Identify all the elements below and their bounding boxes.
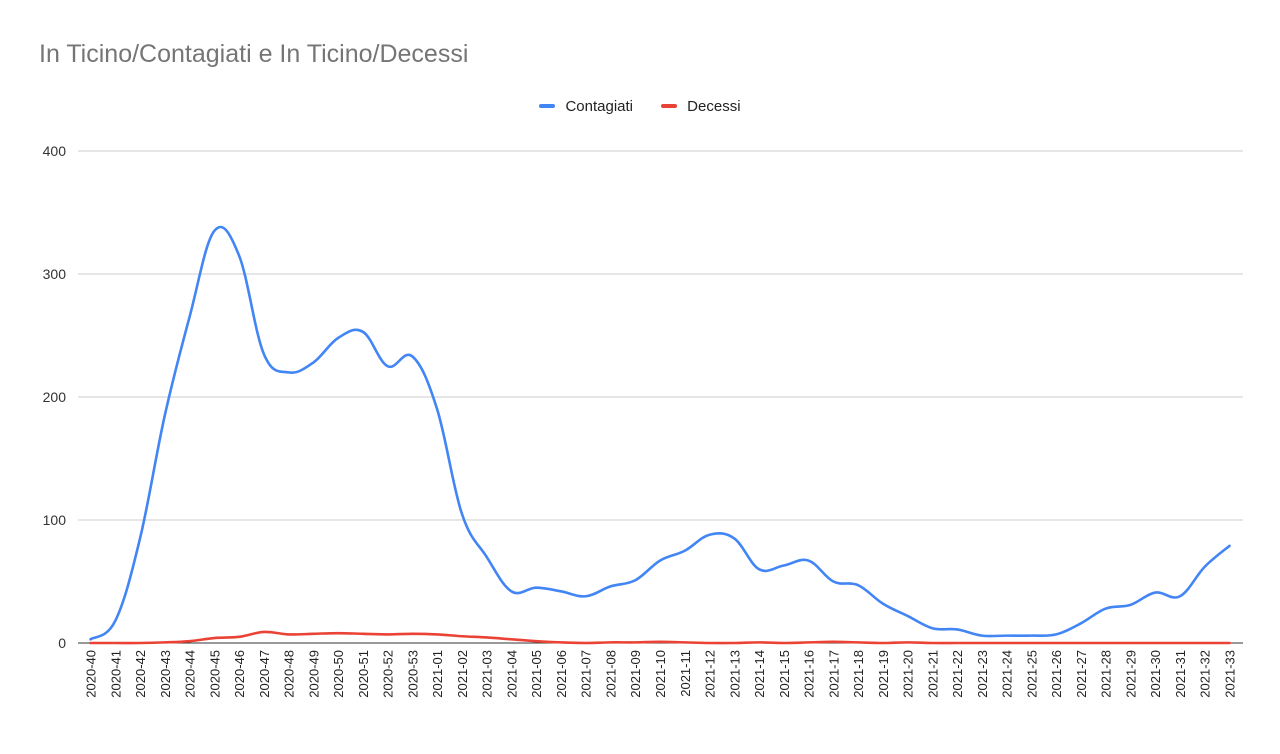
x-tick-label: 2021-06 — [554, 650, 569, 698]
x-tick-label: 2021-18 — [851, 650, 866, 698]
x-tick-label: 2021-17 — [826, 650, 841, 698]
chart-legend: Contagiati Decessi — [0, 95, 1280, 115]
x-tick-label: 2021-27 — [1074, 650, 1089, 698]
x-tick-label: 2020-53 — [405, 650, 420, 698]
x-tick-label: 2021-02 — [455, 650, 470, 698]
legend-label-contagiati: Contagiati — [565, 97, 633, 115]
x-tick-label: 2021-23 — [975, 650, 990, 698]
x-tick-label: 2021-22 — [950, 650, 965, 698]
x-tick-label: 2021-12 — [703, 650, 718, 698]
x-tick-label: 2021-03 — [480, 650, 495, 698]
x-tick-label: 2021-29 — [1123, 650, 1138, 698]
x-tick-label: 2020-49 — [306, 650, 321, 698]
chart-title: In Ticino/Contagiati e In Ticino/Decessi — [39, 40, 469, 68]
x-tick-label: 2021-09 — [628, 650, 643, 698]
x-tick-label: 2021-32 — [1198, 650, 1213, 698]
x-tick-label: 2021-13 — [727, 650, 742, 698]
x-tick-label: 2021-07 — [579, 650, 594, 698]
x-tick-label: 2020-50 — [331, 650, 346, 698]
x-tick-label: 2021-10 — [653, 650, 668, 698]
legend-swatch-contagiati — [539, 104, 556, 108]
y-tick-label: 200 — [43, 389, 67, 405]
x-tick-label: 2020-46 — [232, 650, 247, 698]
x-tick-label: 2021-04 — [504, 650, 519, 698]
x-tick-label: 2021-31 — [1173, 650, 1188, 698]
x-tick-label: 2021-08 — [603, 650, 618, 698]
x-tick-label: 2020-41 — [108, 650, 123, 698]
x-tick-label: 2021-20 — [901, 650, 916, 698]
x-tick-label: 2021-21 — [925, 650, 940, 698]
legend-item-contagiati[interactable]: Contagiati — [539, 98, 633, 115]
x-tick-label: 2020-52 — [381, 650, 396, 698]
x-tick-label: 2021-14 — [752, 650, 767, 698]
x-tick-label: 2021-24 — [1000, 650, 1015, 698]
x-tick-label: 2021-11 — [678, 650, 693, 697]
legend-label-decessi: Decessi — [687, 97, 741, 115]
x-tick-label: 2020-42 — [133, 650, 148, 698]
x-tick-label: 2021-19 — [876, 650, 891, 698]
x-tick-label: 2020-43 — [158, 650, 173, 698]
x-tick-label: 2020-40 — [84, 650, 99, 698]
x-tick-label: 2020-48 — [282, 650, 297, 698]
x-tick-label: 2020-45 — [207, 650, 222, 698]
y-tick-label: 100 — [43, 512, 67, 528]
x-tick-label: 2020-51 — [356, 650, 371, 698]
y-tick-label: 400 — [43, 143, 67, 159]
legend-item-decessi[interactable]: Decessi — [661, 97, 741, 115]
legend-swatch-decessi — [661, 104, 678, 108]
series-line-contagiati — [89, 225, 1231, 641]
x-tick-label: 2020-47 — [257, 650, 272, 698]
x-tick-label: 2020-44 — [183, 650, 198, 698]
y-tick-label: 0 — [58, 635, 66, 651]
x-tick-label: 2021-28 — [1099, 650, 1114, 698]
x-tick-label: 2021-16 — [802, 650, 817, 698]
x-tick-label: 2021-25 — [1024, 650, 1039, 698]
x-tick-label: 2021-33 — [1223, 650, 1238, 698]
x-tick-label: 2021-05 — [529, 650, 544, 698]
x-tick-label: 2021-30 — [1148, 650, 1163, 698]
x-tick-label: 2021-26 — [1049, 650, 1064, 698]
x-tick-label: 2021-01 — [430, 650, 445, 698]
x-tick-label: 2021-15 — [777, 650, 792, 698]
y-tick-label: 300 — [43, 266, 67, 282]
